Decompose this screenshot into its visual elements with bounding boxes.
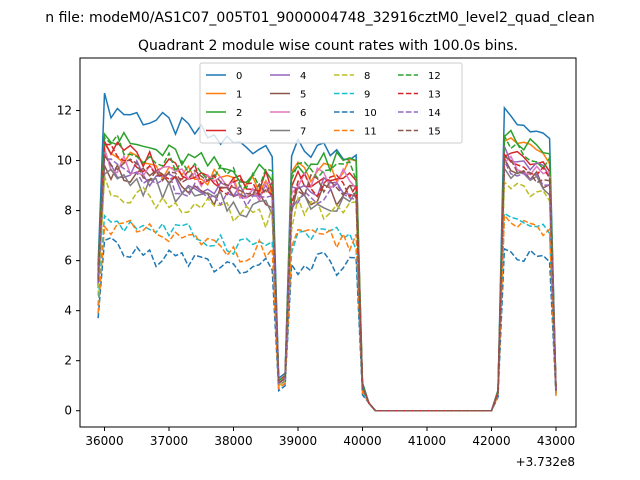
x-tick-label: 36000 <box>85 434 123 448</box>
legend-label-15: 15 <box>428 127 441 138</box>
y-axis: 0 2 4 6 8 10 12 <box>57 104 80 418</box>
x-tick-label: 40000 <box>343 434 381 448</box>
series-line-8 <box>97 176 557 412</box>
y-tick-label: 4 <box>64 304 72 318</box>
y-tick-label: 10 <box>57 154 72 168</box>
legend-label-1: 1 <box>236 90 242 101</box>
y-tick-label: 2 <box>64 354 72 368</box>
legend-label-9: 9 <box>364 90 370 101</box>
legend-label-4: 4 <box>300 71 306 82</box>
legend-label-5: 5 <box>300 90 306 101</box>
x-offset-label: +3.732e8 <box>516 455 575 469</box>
series-line-5 <box>97 155 557 412</box>
y-tick-label: 12 <box>57 104 72 118</box>
series-line-9 <box>97 212 557 412</box>
series-line-15 <box>97 152 557 412</box>
x-tick-label: 42000 <box>472 434 510 448</box>
chart-title: Quadrant 2 module wise count rates with … <box>138 38 518 54</box>
legend-label-2: 2 <box>236 108 242 119</box>
chart-suptitle: n file: modeM0/AS1C07_005T01_9000004748_… <box>45 10 594 26</box>
legend-label-8: 8 <box>364 71 370 82</box>
x-tick-label: 37000 <box>150 434 188 448</box>
legend-label-13: 13 <box>428 90 441 101</box>
y-tick-label: 8 <box>64 204 72 218</box>
series-line-11 <box>97 213 557 412</box>
x-tick-label: 38000 <box>214 434 252 448</box>
series-line-7 <box>97 165 557 412</box>
legend-label-7: 7 <box>300 127 306 138</box>
legend-label-3: 3 <box>236 127 242 138</box>
legend-label-10: 10 <box>364 108 377 119</box>
x-tick-label: 39000 <box>279 434 317 448</box>
legend-label-14: 14 <box>428 108 441 119</box>
legend-label-12: 12 <box>428 71 441 82</box>
x-tick-label: 41000 <box>408 434 446 448</box>
plot-area <box>97 92 557 412</box>
y-tick-label: 6 <box>64 254 72 268</box>
legend-label-11: 11 <box>364 127 377 138</box>
y-tick-label: 0 <box>64 404 72 418</box>
legend-box <box>199 62 463 144</box>
axes-frame <box>79 57 577 428</box>
legend-label-6: 6 <box>300 108 306 119</box>
legend-label-0: 0 <box>236 71 242 82</box>
series-line-12 <box>97 133 557 412</box>
x-tick-label: 43000 <box>537 434 575 448</box>
series-line-14 <box>97 158 557 412</box>
series-line-13 <box>97 143 557 412</box>
series-line-10 <box>97 236 557 412</box>
x-axis: 36000 37000 38000 39000 40000 41000 42000 43000 <box>85 427 575 448</box>
